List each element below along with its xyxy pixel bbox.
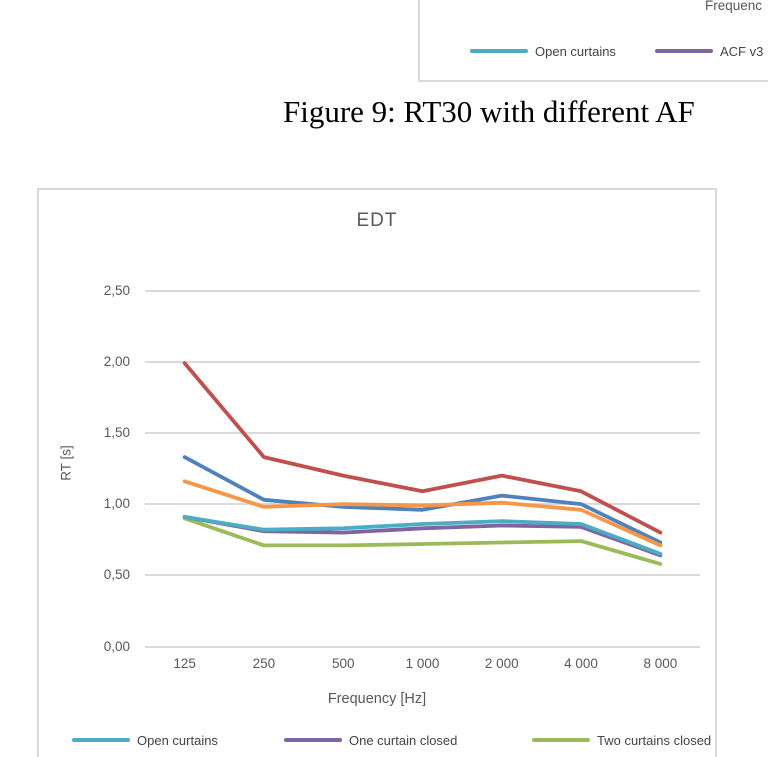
x-tick-label: 2 000 bbox=[484, 656, 519, 671]
legend-label: Open curtains bbox=[137, 732, 218, 748]
series-plot bbox=[182, 361, 663, 566]
gridline bbox=[145, 645, 700, 648]
x-tick-label: 125 bbox=[173, 656, 196, 671]
y-tick-label: 1,50 bbox=[103, 424, 130, 440]
legend-line-swatch bbox=[532, 738, 590, 742]
legend-item: Two curtains closed bbox=[532, 732, 712, 748]
y-tick-label: 0,00 bbox=[103, 638, 130, 654]
legend-line-swatch bbox=[72, 738, 130, 742]
series-line-two-curtains-closed bbox=[182, 516, 663, 566]
gridline bbox=[145, 431, 700, 434]
legend-line-swatch bbox=[655, 49, 713, 53]
legend-line-swatch bbox=[284, 738, 342, 742]
gridline bbox=[145, 360, 700, 363]
y-tick-label: 2,00 bbox=[103, 353, 130, 369]
rt30-x-axis-title: Frequenc bbox=[705, 0, 763, 13]
y-tick-label: 2,50 bbox=[103, 282, 130, 298]
legend-label: Two curtains closed bbox=[597, 732, 712, 748]
series-line-one-curtain-closed bbox=[182, 514, 663, 558]
legend-item: Open curtains bbox=[470, 43, 616, 59]
gridline bbox=[145, 574, 700, 577]
series-line-unlabeled-blue- bbox=[182, 455, 663, 545]
series-line-unlabeled-orange- bbox=[182, 479, 663, 548]
legend-label: ACF v3 bbox=[720, 43, 764, 59]
chart-title: EDT bbox=[356, 210, 398, 231]
x-tick-label: 8 000 bbox=[643, 656, 678, 671]
gridline bbox=[145, 289, 700, 292]
x-tick-label: 500 bbox=[331, 656, 355, 671]
figure-caption: Figure 9: RT30 with different AF bbox=[283, 94, 695, 129]
legend-item: ACF v3 bbox=[655, 43, 764, 59]
legend-label: One curtain closed bbox=[349, 732, 458, 748]
gridline bbox=[145, 503, 700, 506]
y-axis-title: RT [s] bbox=[58, 445, 74, 481]
legend-item: Open curtains bbox=[72, 732, 218, 748]
series-line-unlabeled-red- bbox=[182, 361, 663, 535]
series-line-open-curtains bbox=[182, 514, 663, 556]
edt-chart: EDT RT [s] 2,50 2,00 1,50 1,00 0,50 0,00 125 25… bbox=[37, 188, 717, 757]
x-tick-label: 250 bbox=[252, 656, 276, 671]
x-axis-title: Frequency [Hz] bbox=[327, 691, 427, 707]
x-tick-label: 1 000 bbox=[405, 656, 440, 671]
y-tick-label: 0,50 bbox=[103, 567, 130, 583]
legend-line-swatch bbox=[470, 49, 528, 53]
rt30-chart-partial: Frequenc Open curtains ACF v3 bbox=[418, 0, 768, 82]
legend-item: One curtain closed bbox=[284, 732, 458, 748]
legend-label: Open curtains bbox=[535, 43, 616, 59]
y-tick-label: 1,00 bbox=[103, 496, 130, 512]
x-tick-label: 4 000 bbox=[564, 656, 598, 671]
